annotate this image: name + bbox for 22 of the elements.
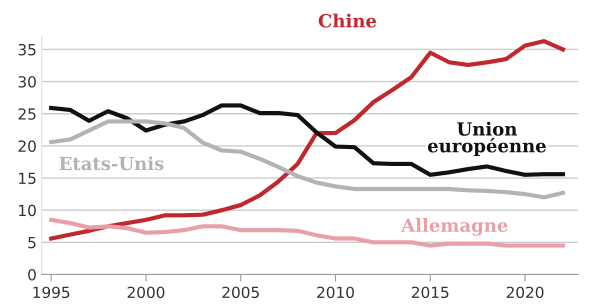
y-tick-label: 25	[18, 108, 36, 120]
y-tick-label: 35	[18, 44, 36, 56]
y-tick-label: 5	[28, 237, 36, 248]
x-tick-label: 1995	[33, 286, 70, 298]
y-tick-label: 0	[28, 268, 36, 281]
x-tick-label: 2010	[317, 286, 354, 298]
y-tick-label: 20	[18, 140, 36, 152]
x-tick-label: 2005	[222, 286, 259, 298]
y-tick-label: 15	[19, 172, 36, 184]
line-series	[49, 119, 566, 200]
series-label: Allemagne	[400, 218, 508, 236]
y-tick-label: 30	[18, 76, 36, 88]
x-tick-label: 2000	[128, 286, 164, 298]
line-series	[49, 218, 566, 248]
x-tick-label: 2015	[412, 286, 448, 298]
text: Chine	[318, 14, 376, 28]
line-series	[49, 39, 566, 241]
y-tick-label: 10	[19, 204, 36, 216]
line-series	[49, 103, 566, 177]
series-label: Etats-Unis	[59, 156, 164, 170]
series-label: Union européenne	[428, 122, 546, 156]
x-tick-label: 2020	[506, 286, 544, 298]
